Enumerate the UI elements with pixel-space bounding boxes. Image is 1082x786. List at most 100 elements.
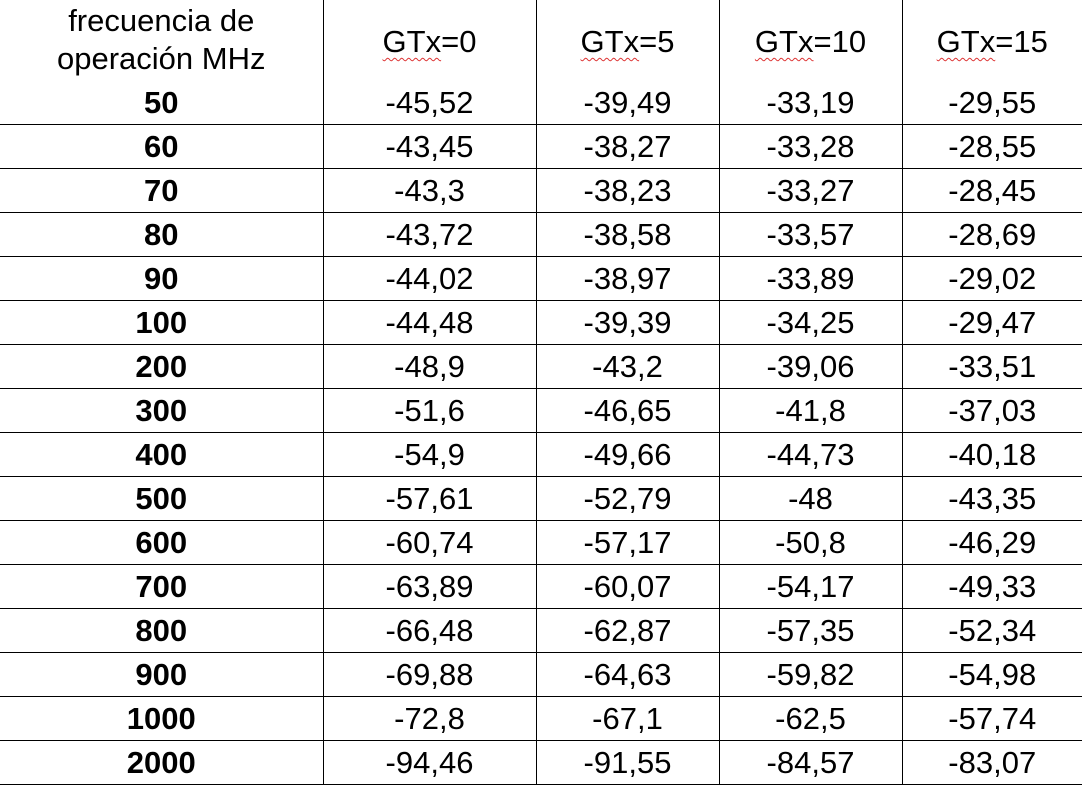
value-cell: -38,27 <box>535 124 719 169</box>
table-row: 2000 -94,46 -91,55 -84,57 -83,07 <box>0 740 1082 785</box>
value-cell: -37,03 <box>901 388 1082 433</box>
value-cell: -33,28 <box>718 124 902 169</box>
frequency-cell: 700 <box>0 564 323 609</box>
frequency-cell: 1000 <box>0 696 323 741</box>
value-cell: -52,34 <box>901 608 1082 653</box>
value-cell: -43,3 <box>322 168 536 213</box>
value-cell: -51,6 <box>322 388 536 433</box>
value-cell: -49,66 <box>535 432 719 477</box>
table-row: 50 -45,52 -39,49 -33,19 -29,55 <box>0 81 1082 125</box>
value-cell: -57,35 <box>718 608 902 653</box>
value-cell: -39,06 <box>718 344 902 389</box>
value-cell: -67,1 <box>535 696 719 741</box>
table-row: 400 -54,9 -49,66 -44,73 -40,18 <box>0 432 1082 477</box>
frequency-cell: 600 <box>0 520 323 565</box>
frequency-header-line1: frecuencia de <box>68 2 255 38</box>
value-cell: -84,57 <box>718 740 902 785</box>
value-cell: -69,88 <box>322 652 536 697</box>
table-row: 80 -43,72 -38,58 -33,57 -28,69 <box>0 212 1082 257</box>
table-row: 200 -48,9 -43,2 -39,06 -33,51 <box>0 344 1082 389</box>
value-cell: -33,57 <box>718 212 902 257</box>
frequency-cell: 2000 <box>0 740 323 785</box>
value-cell: -50,8 <box>718 520 902 565</box>
value-cell: -91,55 <box>535 740 719 785</box>
value-cell: -28,55 <box>901 124 1082 169</box>
frequency-cell: 90 <box>0 256 323 301</box>
value-cell: -59,82 <box>718 652 902 697</box>
value-cell: -94,46 <box>322 740 536 785</box>
frequency-cell: 400 <box>0 432 323 477</box>
value-cell: -33,27 <box>718 168 902 213</box>
value-cell: -38,97 <box>535 256 719 301</box>
value-cell: -54,98 <box>901 652 1082 697</box>
value-cell: -40,18 <box>901 432 1082 477</box>
value-cell: -62,87 <box>535 608 719 653</box>
value-cell: -38,58 <box>535 212 719 257</box>
frequency-cell: 70 <box>0 168 323 213</box>
gtx-label: GTx <box>382 24 442 59</box>
value-cell: -48,9 <box>322 344 536 389</box>
header-row: frecuencia de operación MHz GTx=0 GTx=5 … <box>0 0 1082 81</box>
value-cell: -39,39 <box>535 300 719 345</box>
frequency-header-line2: operación MHz <box>57 40 266 76</box>
frequency-cell: 100 <box>0 300 323 345</box>
frequency-cell: 900 <box>0 652 323 697</box>
value-cell: -54,17 <box>718 564 902 609</box>
table-row: 60 -43,45 -38,27 -33,28 -28,55 <box>0 124 1082 169</box>
table-row: 800 -66,48 -62,87 -57,35 -52,34 <box>0 608 1082 653</box>
frequency-cell: 80 <box>0 212 323 257</box>
value-cell: -44,02 <box>322 256 536 301</box>
value-cell: -38,23 <box>535 168 719 213</box>
value-cell: -29,55 <box>901 81 1082 125</box>
gtx-10-column-header: GTx=10 <box>718 0 902 81</box>
gtx-15-column-header: GTx=15 <box>901 0 1082 81</box>
frequency-cell: 200 <box>0 344 323 389</box>
frequency-cell: 500 <box>0 476 323 521</box>
value-cell: -41,8 <box>718 388 902 433</box>
value-cell: -54,9 <box>322 432 536 477</box>
value-cell: -29,47 <box>901 300 1082 345</box>
value-cell: -43,35 <box>901 476 1082 521</box>
frequency-cell: 50 <box>144 85 179 120</box>
value-cell: -49,33 <box>901 564 1082 609</box>
value-cell: -33,19 <box>718 81 902 125</box>
gtx-label: GTx <box>754 24 814 59</box>
gtx-0-column-header: GTx=0 <box>322 0 536 81</box>
value-cell: -48 <box>718 476 902 521</box>
gtx-value: =5 <box>639 24 675 59</box>
value-cell: -43,72 <box>322 212 536 257</box>
value-cell: -43,2 <box>535 344 719 389</box>
value-cell: -57,17 <box>535 520 719 565</box>
gtx-label: GTx <box>580 24 640 59</box>
value-cell: -43,45 <box>322 124 536 169</box>
value-cell: -66,48 <box>322 608 536 653</box>
value-cell: -39,49 <box>535 81 719 125</box>
gtx-5-column-header: GTx=5 <box>535 0 719 81</box>
value-cell: -44,73 <box>718 432 902 477</box>
gtx-value: =0 <box>441 24 477 59</box>
value-cell: -83,07 <box>901 740 1082 785</box>
value-cell: -60,74 <box>322 520 536 565</box>
table-row: 900 -69,88 -64,63 -59,82 -54,98 <box>0 652 1082 697</box>
value-cell: -29,02 <box>901 256 1082 301</box>
table-row: 300 -51,6 -46,65 -41,8 -37,03 <box>0 388 1082 433</box>
value-cell: -46,29 <box>901 520 1082 565</box>
value-cell: -57,61 <box>322 476 536 521</box>
frequency-column-header: frecuencia de operación MHz <box>0 0 323 81</box>
gtx-value: =15 <box>995 24 1048 59</box>
frequency-cell: 800 <box>0 608 323 653</box>
gtx-value: =10 <box>813 24 867 59</box>
table-row: 600 -60,74 -57,17 -50,8 -46,29 <box>0 520 1082 565</box>
value-cell: -44,48 <box>322 300 536 345</box>
gtx-label: GTx <box>936 24 996 59</box>
value-cell: -33,51 <box>901 344 1082 389</box>
value-cell: -63,89 <box>322 564 536 609</box>
frequency-cell: 300 <box>0 388 323 433</box>
table-row: 500 -57,61 -52,79 -48 -43,35 <box>0 476 1082 521</box>
value-cell: -57,74 <box>901 696 1082 741</box>
value-cell: -62,5 <box>718 696 902 741</box>
value-cell: -34,25 <box>718 300 902 345</box>
value-cell: -72,8 <box>322 696 536 741</box>
frequency-cell: 60 <box>0 124 323 169</box>
